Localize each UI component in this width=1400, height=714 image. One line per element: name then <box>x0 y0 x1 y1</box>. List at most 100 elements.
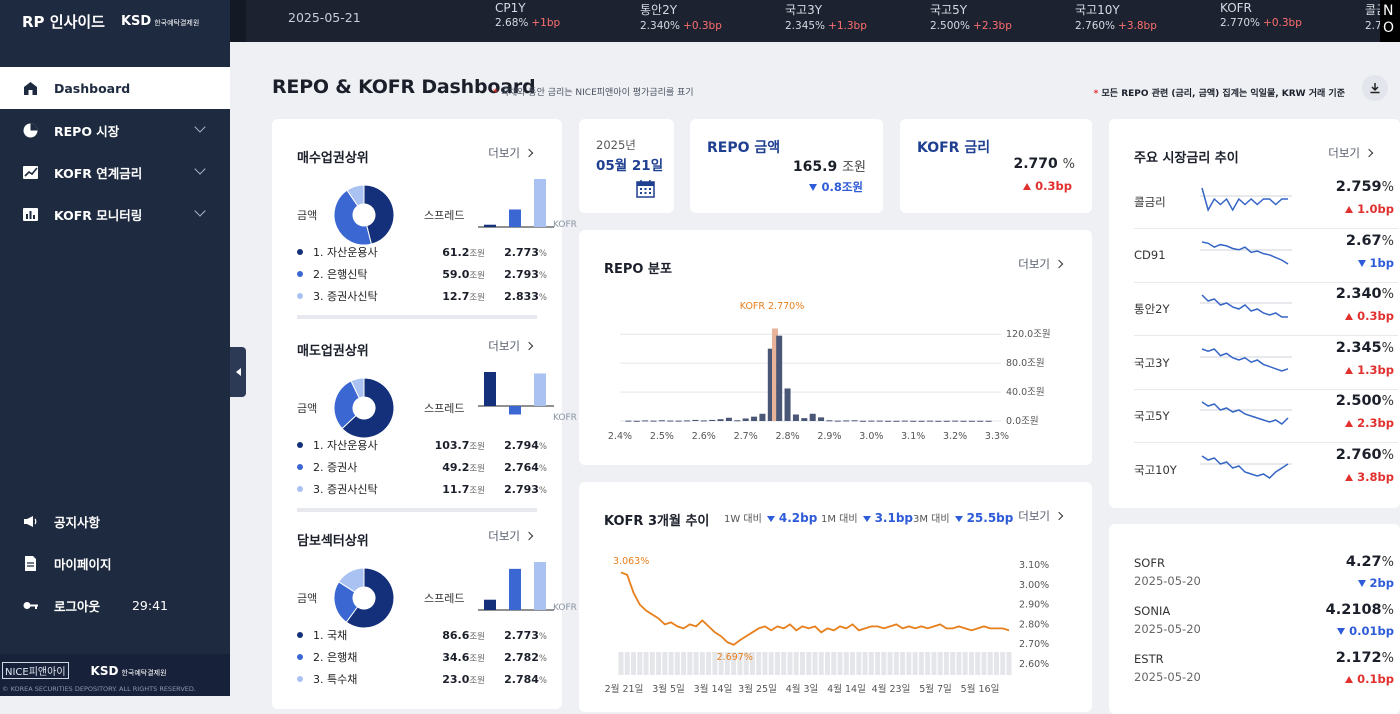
volume-bar <box>749 652 755 675</box>
rate-value: 2.345% <box>1335 339 1394 356</box>
compare-value: 4.2bp <box>766 511 817 525</box>
spread-bar <box>534 373 546 406</box>
y-tick-label: 80.0조원 <box>1006 358 1045 369</box>
pie-slice <box>333 380 360 430</box>
more-link[interactable]: 더보기 <box>488 145 534 161</box>
market-rate-row[interactable]: CD91 2.67% 1bp <box>1134 230 1398 283</box>
repo-distribution-more-link[interactable]: 더보기 <box>1018 256 1064 272</box>
more-link[interactable]: 더보기 <box>488 528 534 544</box>
overseas-rate-row[interactable]: SONIA 2025-05-20 4.2108% 0.01bp <box>1134 602 1398 650</box>
repo-amount-card[interactable]: REPO 금액 165.9 조원 0.8조원 <box>690 119 883 213</box>
market-rate-row[interactable]: 통안2Y 2.340% 0.3bp <box>1134 283 1398 336</box>
ticker-rate: 2.345% <box>785 20 826 32</box>
down-arrow-icon <box>1337 628 1346 635</box>
down-arrow-icon <box>862 515 871 522</box>
market-rate-row[interactable]: 국고3Y 2.345% 1.3bp <box>1134 337 1398 390</box>
rank-row[interactable]: 2. 은행채 34.6조원 2.782% <box>297 648 547 666</box>
nav-item-1[interactable]: REPO 시장 <box>0 109 230 151</box>
x-tick-label: 5월 16일 <box>961 683 1000 695</box>
up-arrow-icon <box>1345 676 1354 683</box>
market-rates-more-link[interactable]: 더보기 <box>1328 145 1374 161</box>
ticker-name: 통안2Y <box>640 3 678 17</box>
section-divider <box>297 315 537 319</box>
sidebar-collapse-button[interactable] <box>230 347 246 397</box>
volume-bar <box>774 652 780 675</box>
aggregation-note: * 모든 REPO 관련 (금리, 금액) 집계는 익일물, KRW 거래 기준 <box>1093 89 1345 99</box>
market-rate-row[interactable]: 국고5Y 2.500% 2.3bp <box>1134 390 1398 443</box>
rank-row[interactable]: 1. 자산운용사 61.2조원 2.773% <box>297 243 547 261</box>
compare-label: 3M 대비 <box>913 514 950 525</box>
ticker-item[interactable]: 국고10Y 2.760% +3.8bp <box>1075 1 1157 32</box>
rate-name: SONIA <box>1134 604 1171 618</box>
overseas-rate-row[interactable]: ESTR 2025-05-20 2.172% 0.1bp <box>1134 650 1398 698</box>
rate-name: 국고10Y <box>1134 462 1177 477</box>
market-rate-row[interactable]: 국고10Y 2.760% 3.8bp <box>1134 444 1398 497</box>
volume-bar <box>706 652 712 675</box>
sidebar-footer: NICE피앤아이 KSD 한국예탁결제원 © KOREA SECURITIES D… <box>0 654 230 696</box>
distribution-bar <box>893 420 900 422</box>
volume-bar <box>681 652 687 675</box>
overseas-rate-row[interactable]: SOFR 2025-05-20 4.27% 2bp <box>1134 554 1398 602</box>
spread-bar-chart <box>478 179 554 228</box>
kofr-trend-more-link[interactable]: 더보기 <box>1018 508 1064 524</box>
pie-slice <box>333 189 372 246</box>
ticker-item[interactable]: 국고3Y 2.345% +1.3bp <box>785 1 867 32</box>
nav-item-3[interactable]: KOFR 모니터링 <box>0 193 230 235</box>
rank-row[interactable]: 3. 특수채 23.0조원 2.784% <box>297 670 547 688</box>
legend-dot <box>297 632 303 638</box>
repo-distribution-title: REPO 분포 <box>604 262 672 277</box>
volume-bar <box>631 652 637 675</box>
rank-name: 3. 특수채 <box>313 673 358 686</box>
kofr-trend-card: KOFR 3개월 추이 1W 대비 4.2bp 1M 대비 3.1bp 3M 대비 25.… <box>579 482 1092 712</box>
market-rate-row[interactable]: 콜금리 2.759% 1.0bp <box>1134 176 1398 229</box>
rank-row[interactable]: 3. 증권사신탁 12.7조원 2.833% <box>297 287 547 305</box>
bottom-nav-item-2[interactable]: 로그아웃 29:41 <box>0 584 230 626</box>
pie-chart-icon <box>22 122 39 139</box>
ticker-change: +1bp <box>531 17 561 29</box>
legend-dot <box>297 486 303 492</box>
ticker-item[interactable]: KOFR 2.770% +0.3bp <box>1220 1 1302 29</box>
volume-bar <box>793 652 799 675</box>
nav-label: KOFR 모니터링 <box>54 207 143 223</box>
rate-change: 0.1bp <box>1345 672 1394 686</box>
kofr-compare-item: 1W 대비 4.2bp <box>724 510 817 526</box>
rate-change: 3.8bp <box>1345 470 1394 484</box>
rank-name: 2. 증권사 <box>313 461 358 474</box>
spread-label: 스프레드 <box>424 209 465 222</box>
y-tick-label: 2.70% <box>1019 639 1049 650</box>
calendar-icon[interactable] <box>636 179 655 202</box>
rank-row[interactable]: 3. 증권사신탁 11.7조원 2.793% <box>297 480 547 498</box>
up-arrow-icon <box>1345 473 1354 481</box>
x-tick-label: 3.1% <box>901 431 925 442</box>
spread-bar <box>534 562 546 610</box>
rank-name: 1. 자산운용사 <box>313 246 378 259</box>
date-year: 2025년 <box>596 138 636 152</box>
volume-bar <box>699 652 705 675</box>
download-button[interactable] <box>1362 75 1388 101</box>
nav-item-0[interactable]: Dashboard <box>0 67 230 109</box>
distribution-bar <box>876 420 883 422</box>
down-arrow-icon <box>954 515 963 522</box>
ticker-item[interactable]: 국고5Y 2.500% +2.3bp <box>930 1 1012 32</box>
bottom-nav-item-0[interactable]: 공지사항 <box>0 500 230 542</box>
distribution-bar <box>960 420 967 422</box>
rank-amount: 34.6조원 <box>442 650 485 664</box>
kofr-rate-card[interactable]: KOFR 금리 2.770 % 0.3bp <box>900 119 1092 213</box>
compare-label: 1M 대비 <box>821 514 858 525</box>
x-tick-label: 2.9% <box>817 431 841 442</box>
rank-row[interactable]: 2. 은행신탁 59.0조원 2.793% <box>297 265 547 283</box>
volume-bar <box>674 652 680 675</box>
volume-bar <box>931 652 937 675</box>
more-link[interactable]: 더보기 <box>488 338 534 354</box>
rank-row[interactable]: 1. 국채 86.6조원 2.773% <box>297 626 547 644</box>
ticker-item[interactable]: CP1Y 2.68% +1bp <box>495 1 560 29</box>
nav-item-2[interactable]: KOFR 연계금리 <box>0 151 230 193</box>
rate-name: CD91 <box>1134 247 1166 262</box>
app-logo[interactable]: RP 인사이드 <box>22 12 105 31</box>
bottom-nav-item-1[interactable]: 마이페이지 <box>0 542 230 584</box>
rank-row[interactable]: 2. 증권사 49.2조원 2.764% <box>297 458 547 476</box>
rank-row[interactable]: 1. 자산운용사 103.7조원 2.794% <box>297 436 547 454</box>
ticker-item[interactable]: 통안2Y 2.340% +0.3bp <box>640 1 722 32</box>
volume-bar <box>1000 652 1006 675</box>
pie-slice <box>345 567 395 629</box>
